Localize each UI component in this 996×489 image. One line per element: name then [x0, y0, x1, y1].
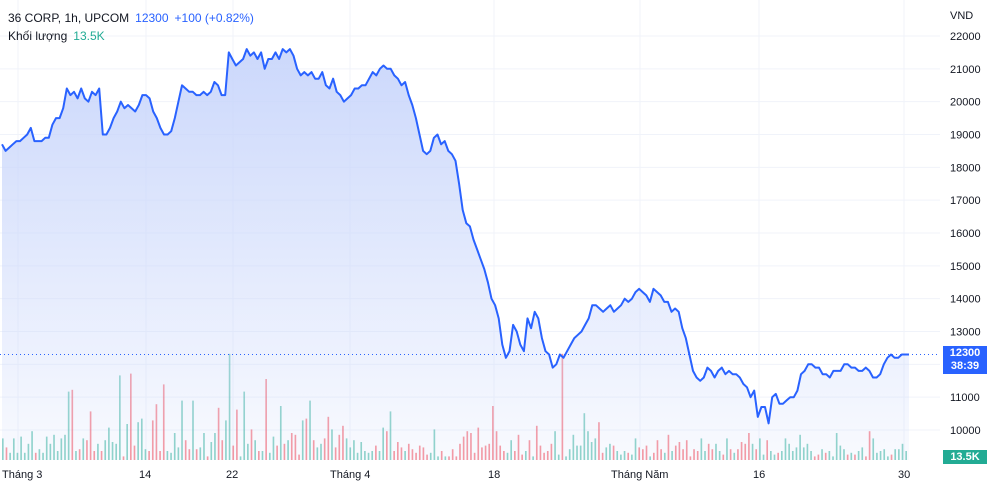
time-tick-label: 16: [753, 469, 765, 481]
chart-legend: 36 CORP, 1h, UPCOM 12300 +100 (+0.82%) K…: [8, 9, 254, 45]
price-tick-label: 13000: [950, 327, 981, 339]
price-tick-label: 15000: [950, 261, 981, 273]
price-tick-label: 18000: [950, 162, 981, 174]
time-tick-label: 30: [898, 469, 910, 481]
price-axis[interactable]: 22000 21000 20000 19000 18000 17000 16000 15000…: [950, 31, 981, 437]
volume-tag: 13.5K: [943, 450, 987, 464]
price-tick-label: 20000: [950, 97, 981, 109]
price-tick-label: 17000: [950, 195, 981, 207]
symbol-title[interactable]: 36 CORP, 1h, UPCOM: [8, 11, 130, 25]
price-tick-label: 14000: [950, 294, 981, 306]
time-tick-label: Tháng 4: [330, 469, 370, 481]
volume-label[interactable]: Khối lượng: [8, 29, 68, 43]
time-tick-label: 14: [139, 469, 151, 481]
bar-countdown: 38:39: [950, 360, 980, 372]
time-tick-label: 18: [488, 469, 500, 481]
price-tick-label: 19000: [950, 130, 981, 142]
price-tick-label: 16000: [950, 228, 981, 240]
currency-label[interactable]: VND: [950, 10, 974, 22]
time-tick-label: Tháng Năm: [611, 469, 668, 481]
price-change: +100 (+0.82%): [174, 11, 254, 25]
time-tick-label: Tháng 3: [2, 469, 42, 481]
price-tick-label: 22000: [950, 31, 981, 43]
price-tick-label: 10000: [950, 425, 981, 437]
price-line: [1, 48, 909, 425]
price-tick-label: 11000: [950, 392, 980, 404]
last-price-tag: 12300 38:39: [943, 346, 987, 374]
last-price-value: 12300: [135, 11, 169, 25]
last-price-tag-value: 12300: [949, 347, 981, 359]
price-area: [2, 49, 909, 460]
volume-value: 13.5K: [73, 29, 105, 43]
time-axis[interactable]: Tháng 3 14 22 Tháng 4 18 Tháng Năm 16 30: [2, 469, 910, 481]
time-tick-label: 22: [226, 469, 238, 481]
price-tick-label: 21000: [950, 64, 981, 76]
